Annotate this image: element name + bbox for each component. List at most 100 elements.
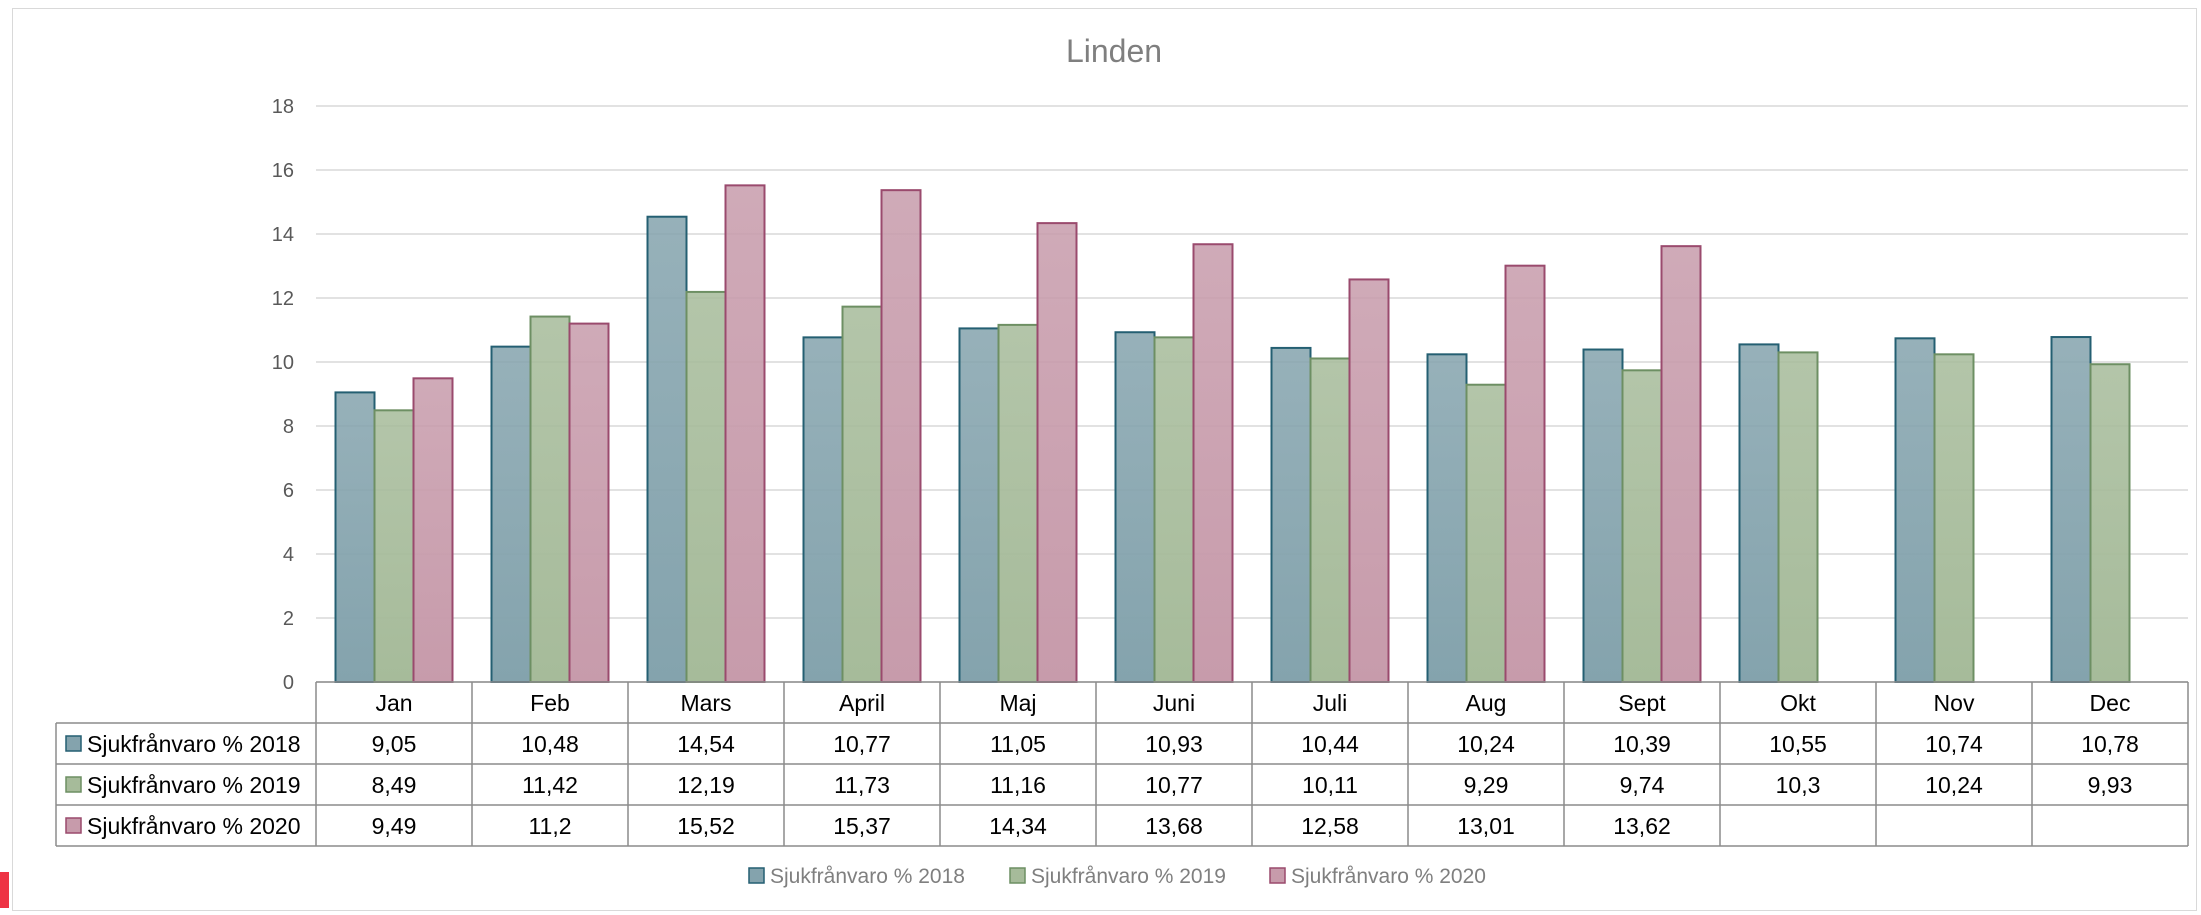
x-category-label: Juli — [1313, 690, 1348, 716]
series-row-label: Sjukfrånvaro % 2020 — [87, 813, 301, 839]
y-tick-label: 14 — [272, 224, 294, 246]
data-cell: 13,68 — [1145, 813, 1203, 839]
data-cell: 10,77 — [833, 731, 891, 757]
bar — [1933, 353, 1975, 683]
data-cell: 15,52 — [677, 813, 735, 839]
x-category-label: Jan — [375, 690, 412, 716]
data-cell: 9,93 — [2088, 772, 2133, 798]
y-tick-label: 16 — [272, 160, 294, 182]
bar — [841, 305, 883, 683]
data-cell: 11,2 — [528, 813, 571, 839]
bar — [373, 409, 415, 683]
legend-swatch — [748, 867, 765, 884]
data-cell: 10,78 — [2081, 731, 2139, 757]
y-tick-label: 18 — [272, 96, 294, 118]
bar — [1153, 336, 1195, 683]
data-cell: 10,55 — [1769, 731, 1827, 757]
bar — [1192, 243, 1234, 684]
legend-swatch — [1009, 867, 1026, 884]
data-cell: 11,42 — [522, 772, 578, 798]
data-cell: 9,74 — [1620, 772, 1665, 798]
y-tick-label: 6 — [283, 480, 294, 502]
bar — [802, 336, 844, 683]
data-cell: 12,58 — [1301, 813, 1359, 839]
data-cell: 11,16 — [990, 772, 1046, 798]
bar — [1309, 357, 1351, 683]
data-cell: 9,29 — [1464, 772, 1509, 798]
bar — [997, 323, 1039, 683]
data-cell: 11,73 — [834, 772, 890, 798]
data-cell: 14,34 — [989, 813, 1047, 839]
bar — [2089, 363, 2131, 683]
bar — [529, 315, 571, 683]
chart-title: Linden — [1066, 33, 1162, 69]
data-cell: 10,24 — [1925, 772, 1983, 798]
series-row-label: Sjukfrånvaro % 2018 — [87, 731, 301, 757]
data-cell: 9,49 — [372, 813, 417, 839]
bar — [1348, 278, 1390, 683]
legend-label: Sjukfrånvaro % 2018 — [770, 865, 965, 888]
y-tick-label: 2 — [283, 608, 294, 630]
x-category-label: April — [839, 690, 885, 716]
data-cell: 11,05 — [990, 731, 1046, 757]
data-cell: 10,44 — [1301, 731, 1359, 757]
data-cell: 10,48 — [521, 731, 579, 757]
bar — [646, 215, 688, 683]
legend-label: Sjukfrånvaro % 2020 — [1291, 865, 1486, 888]
series-row-label: Sjukfrånvaro % 2019 — [87, 772, 301, 798]
bar — [685, 290, 727, 683]
bar — [1582, 348, 1624, 683]
bar — [412, 377, 454, 683]
series-key-swatch — [65, 776, 82, 793]
data-cell: 12,19 — [677, 772, 735, 798]
bar — [1738, 343, 1780, 683]
data-cell: 9,05 — [372, 731, 417, 757]
y-tick-label: 0 — [283, 672, 294, 694]
legend-swatch — [1269, 867, 1286, 884]
legend-label: Sjukfrånvaro % 2019 — [1031, 865, 1226, 888]
data-cell: 15,37 — [833, 813, 891, 839]
data-cell: 10,3 — [1776, 772, 1821, 798]
y-tick-label: 4 — [283, 544, 294, 566]
x-category-label: Juni — [1153, 690, 1195, 716]
bar — [1036, 222, 1078, 683]
x-category-label: Feb — [530, 690, 570, 716]
data-cell: 10,77 — [1145, 772, 1203, 798]
x-category-label: Okt — [1780, 690, 1816, 716]
data-cell: 13,62 — [1613, 813, 1671, 839]
bar — [1660, 245, 1702, 683]
x-category-label: Sept — [1618, 690, 1666, 716]
data-cell: 10,39 — [1613, 731, 1671, 757]
series-key-swatch — [65, 817, 82, 834]
bar — [1621, 369, 1663, 683]
bar — [880, 189, 922, 683]
bar — [1504, 264, 1546, 683]
data-cell: 10,74 — [1925, 731, 1983, 757]
bar — [2050, 336, 2092, 683]
bar — [724, 184, 766, 684]
bar — [1894, 337, 1936, 683]
data-cell: 8,49 — [372, 772, 417, 798]
bar — [1114, 331, 1156, 683]
bar — [1426, 353, 1468, 683]
y-tick-label: 12 — [272, 288, 294, 310]
bar — [1270, 346, 1312, 683]
y-tick-label: 8 — [283, 416, 294, 438]
data-cell: 10,24 — [1457, 731, 1515, 757]
bar — [568, 322, 610, 683]
bar — [334, 391, 376, 683]
x-category-label: Aug — [1466, 690, 1507, 716]
x-category-label: Nov — [1934, 690, 1975, 716]
x-category-label: Mars — [680, 690, 731, 716]
data-cell: 10,93 — [1145, 731, 1203, 757]
data-cell: 10,11 — [1302, 772, 1358, 798]
series-key-swatch — [65, 735, 82, 752]
data-cell: 13,01 — [1457, 813, 1515, 839]
x-category-label: Dec — [2090, 690, 2131, 716]
bar — [1777, 351, 1819, 683]
bar — [490, 345, 532, 683]
data-cell: 14,54 — [677, 731, 735, 757]
bar — [958, 327, 1000, 683]
bar — [1465, 383, 1507, 683]
